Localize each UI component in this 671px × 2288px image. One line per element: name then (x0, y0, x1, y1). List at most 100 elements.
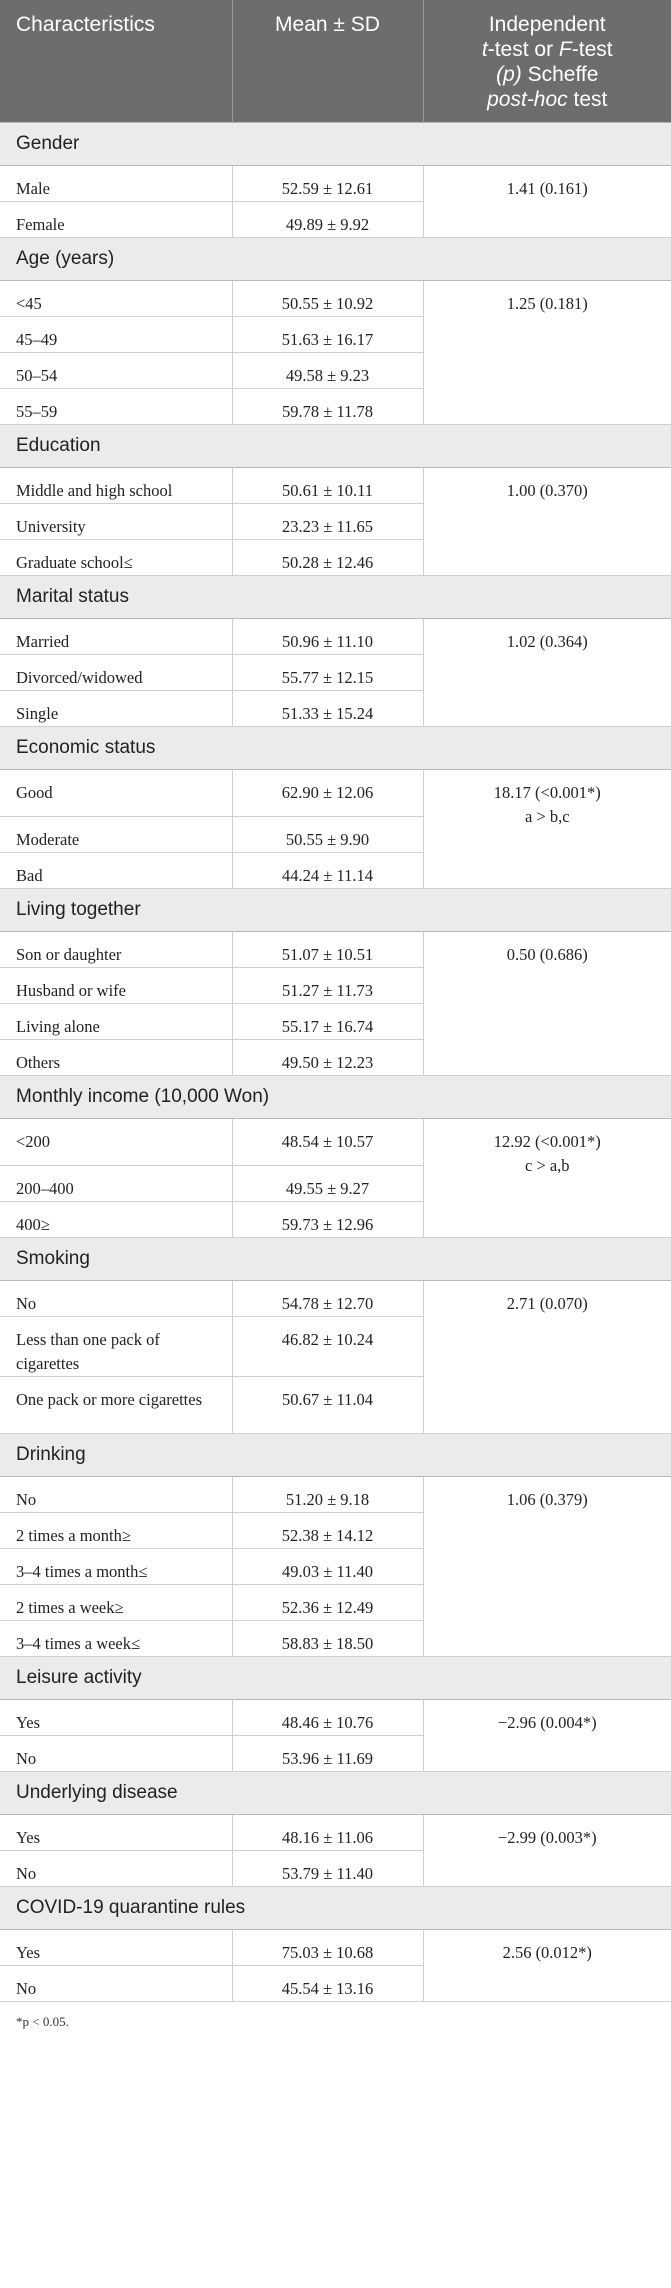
section-header-row: Leisure activity (0, 1656, 671, 1700)
table-row: Middle and high school 50.61 ± 10.11 1.00 … (0, 467, 671, 576)
table-row: Less than one pack of cigarettes 46.82 ± … (0, 1316, 671, 1377)
table-row: Others 49.50 ± 12.23 (0, 1039, 671, 1076)
characteristic-label: Bad (0, 852, 233, 889)
characteristic-label: Divorced/widowed (0, 654, 233, 691)
table-row: No 51.20 ± 9.18 1.06 (0.379) (0, 1476, 671, 1657)
table-row: Son or daughter 51.07 ± 10.51 0.50 (0.686) (0, 931, 671, 1076)
table-row: No 45.54 ± 13.16 (0, 1965, 671, 2002)
section-header-row: Smoking (0, 1237, 671, 1281)
mean-sd-value: 50.28 ± 12.46 (232, 539, 424, 576)
table-row: Male 52.59 ± 12.61 1.41 (0.161) (0, 165, 671, 238)
section-header-row: Economic status (0, 726, 671, 770)
test-statistic: 1.06 (0.379) (506, 1490, 588, 1509)
header-test-text2: -test (571, 38, 613, 61)
mean-sd-value: 50.96 ± 11.10 (232, 618, 424, 655)
header-scheffe: Scheffe (521, 63, 599, 86)
table-row: 200–400 49.55 ± 9.27 (0, 1165, 671, 1202)
mean-sd-value: 51.27 ± 11.73 (232, 967, 424, 1004)
mean-sd-value: 52.36 ± 12.49 (232, 1584, 424, 1621)
table-row: 55–59 59.78 ± 11.78 (0, 388, 671, 425)
mean-sd-value: 49.03 ± 11.40 (232, 1548, 424, 1585)
statistics-table-container: Characteristics Mean ± SD Independent t-… (0, 0, 671, 2029)
characteristic-label: Living alone (0, 1003, 233, 1040)
mean-sd-value: 62.90 ± 12.06 (232, 769, 424, 817)
table-row: Yes 48.16 ± 11.06 −2.99 (0.003*) (0, 1814, 671, 1887)
header-test-line1: Independent (488, 13, 606, 36)
characteristic-label: 3–4 times a month≤ (0, 1548, 233, 1585)
characteristic-label: <45 (0, 280, 233, 317)
characteristic-label: 3–4 times a week≤ (0, 1620, 233, 1657)
table-row: No 53.79 ± 11.40 (0, 1850, 671, 1887)
section-title: Age (years) (0, 237, 671, 281)
mean-sd-value: 50.55 ± 9.90 (232, 816, 424, 853)
table-row: Yes 48.46 ± 10.76 −2.96 (0.004*) (0, 1699, 671, 1772)
table-row: Moderate 50.55 ± 9.90 (0, 816, 671, 853)
characteristic-label: One pack or more cigarettes (0, 1376, 233, 1434)
mean-sd-value: 45.54 ± 13.16 (232, 1965, 424, 2002)
section-header-row: COVID-19 quarantine rules (0, 1886, 671, 1930)
mean-sd-value: 55.17 ± 16.74 (232, 1003, 424, 1040)
table-row: Female 49.89 ± 9.92 (0, 201, 671, 238)
characteristic-label: No (0, 1850, 233, 1887)
mean-sd-value: 50.55 ± 10.92 (232, 280, 424, 317)
table-row: 50–54 49.58 ± 9.23 (0, 352, 671, 389)
mean-sd-value: 48.46 ± 10.76 (232, 1699, 424, 1736)
section-title: Drinking (0, 1433, 671, 1477)
characteristic-label: No (0, 1280, 233, 1317)
characteristic-label: No (0, 1735, 233, 1772)
mean-sd-value: 50.67 ± 11.04 (232, 1376, 424, 1434)
table-header-row: Characteristics Mean ± SD Independent t-… (0, 0, 671, 123)
section-title: Underlying disease (0, 1771, 671, 1815)
header-t-italic: t (481, 38, 488, 61)
section-title: Economic status (0, 726, 671, 770)
mean-sd-value: 44.24 ± 11.14 (232, 852, 424, 889)
table-row: Single 51.33 ± 15.24 (0, 690, 671, 727)
footnote: *p < 0.05. (16, 2014, 69, 2029)
characteristic-label: 45–49 (0, 316, 233, 353)
mean-sd-value: 55.77 ± 12.15 (232, 654, 424, 691)
test-statistic: −2.99 (0.003*) (497, 1828, 597, 1847)
test-result: 2.56 (0.012*) (423, 1929, 671, 2002)
table-row: Graduate school≤ 50.28 ± 12.46 (0, 539, 671, 576)
section-title: Leisure activity (0, 1656, 671, 1700)
mean-sd-value: 52.59 ± 12.61 (232, 165, 424, 202)
characteristic-label: 400≥ (0, 1201, 233, 1238)
posthoc-result: a > b,c (524, 807, 570, 826)
header-characteristics: Characteristics (0, 0, 233, 123)
test-result: 1.00 (0.370) (423, 467, 671, 576)
mean-sd-value: 48.16 ± 11.06 (232, 1814, 424, 1851)
mean-sd-value: 50.61 ± 10.11 (232, 467, 424, 504)
table-row: 2 times a month≥ 52.38 ± 14.12 (0, 1512, 671, 1549)
section-header-row: Living together (0, 888, 671, 932)
header-test-text1: -test or (487, 38, 559, 61)
header-mean-sd: Mean ± SD (232, 0, 424, 123)
section-header-row: Gender (0, 122, 671, 166)
header-posthoc-italic: post-hoc (487, 88, 568, 111)
mean-sd-value: 49.89 ± 9.92 (232, 201, 424, 238)
characteristic-label: Others (0, 1039, 233, 1076)
characteristic-label: Yes (0, 1929, 233, 1966)
table-row: No 54.78 ± 12.70 2.71 (0.070) (0, 1280, 671, 1434)
test-statistic: 0.50 (0.686) (506, 945, 588, 964)
mean-sd-value: 46.82 ± 10.24 (232, 1316, 424, 1377)
section-title: Monthly income (10,000 Won) (0, 1075, 671, 1119)
mean-sd-value: 51.07 ± 10.51 (232, 931, 424, 968)
characteristic-label: Female (0, 201, 233, 238)
test-statistic: 2.56 (0.012*) (502, 1943, 592, 1962)
test-result: 18.17 (<0.001*) a > b,c (423, 769, 671, 889)
test-statistic: 2.71 (0.070) (506, 1294, 588, 1313)
characteristic-label: 2 times a month≥ (0, 1512, 233, 1549)
test-result: −2.99 (0.003*) (423, 1814, 671, 1887)
characteristic-label: 55–59 (0, 388, 233, 425)
test-result: 2.71 (0.070) (423, 1280, 671, 1434)
table-row: One pack or more cigarettes 50.67 ± 11.04 (0, 1376, 671, 1434)
header-test-word: test (567, 88, 608, 111)
test-result: 12.92 (<0.001*) c > a,b (423, 1118, 671, 1238)
mean-sd-value: 49.50 ± 12.23 (232, 1039, 424, 1076)
header-p-italic: (p) (496, 63, 522, 86)
section-title: Education (0, 424, 671, 468)
characteristic-label: No (0, 1476, 233, 1513)
mean-sd-value: 53.96 ± 11.69 (232, 1735, 424, 1772)
mean-sd-value: 54.78 ± 12.70 (232, 1280, 424, 1317)
section-header-row: Education (0, 424, 671, 468)
